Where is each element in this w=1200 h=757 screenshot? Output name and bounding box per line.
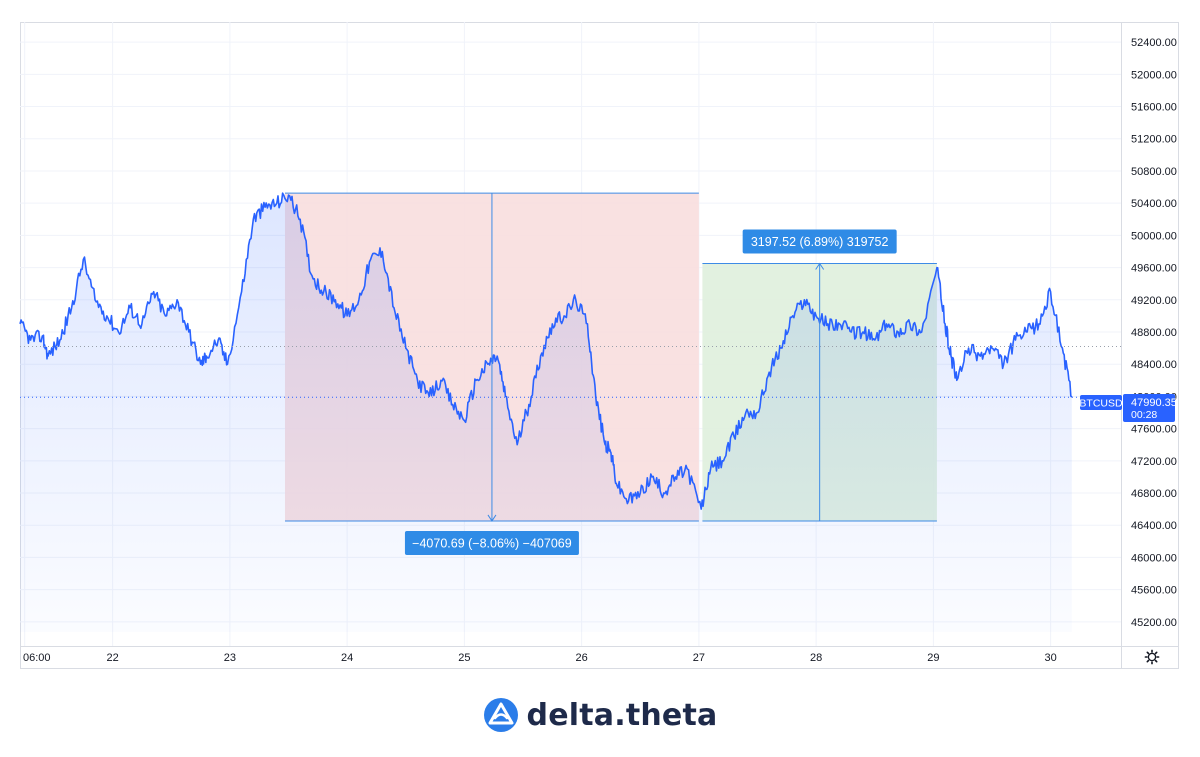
y-tick-label: 50800.00 (1131, 166, 1177, 178)
y-tick-label: 50400.00 (1131, 198, 1177, 210)
measure-arrowhead (815, 262, 825, 270)
y-tick-label: 51600.00 (1131, 102, 1177, 114)
brand-name: delta.theta (526, 697, 718, 733)
series-layer (19, 192, 1121, 632)
gain-measure-badge (742, 229, 897, 254)
x-tick-label: 23 (224, 652, 236, 664)
x-tick-label: 24 (341, 652, 353, 664)
measure-arrowhead (487, 514, 497, 522)
x-tick-label: 25 (458, 652, 470, 664)
y-tick-label: 49200.00 (1131, 295, 1177, 307)
y-tick-label: 49600.00 (1131, 263, 1177, 275)
last-price-value: 47990.35 (1131, 397, 1177, 409)
y-tick-label: 52400.00 (1131, 37, 1177, 49)
x-tick-label: 28 (810, 652, 822, 664)
symbol-label: BTCUSD (1079, 398, 1123, 410)
y-tick-label: 46800.00 (1131, 488, 1177, 500)
last-price-badge (1123, 394, 1175, 422)
x-tick-label: 06:00 (23, 652, 51, 664)
y-tick-label: 51200.00 (1131, 134, 1177, 146)
y-tick-label: 46000.00 (1131, 552, 1177, 564)
series-area (20, 193, 1072, 632)
y-tick-label: 45200.00 (1131, 617, 1177, 629)
y-tick-label: 45600.00 (1131, 585, 1177, 597)
x-tick-label: 29 (927, 652, 939, 664)
y-tick-label: 47600.00 (1131, 424, 1177, 436)
x-tick-label: 22 (107, 652, 119, 664)
x-tick-label: 27 (693, 652, 705, 664)
y-tick-label: 48800.00 (1131, 327, 1177, 339)
y-tick-label: 50000.00 (1131, 230, 1177, 242)
y-tick-label: 48400.00 (1131, 359, 1177, 371)
loss-measure-label: −4070.69 (−8.06%) −407069 (412, 536, 572, 550)
loss-measure-badge (404, 530, 579, 555)
last-price-marker: BTCUSD 47990.35 00:28 (1079, 394, 1177, 422)
x-tick-label: 30 (1045, 652, 1057, 664)
price-chart[interactable]: −4070.69 (−8.06%) −407069 3197.52 (6.89%)… (0, 0, 1200, 680)
bar-countdown: 00:28 (1131, 409, 1157, 421)
brand-footer: delta.theta (0, 690, 1200, 740)
series-line (19, 192, 1073, 510)
gain-measure-label: 3197.52 (6.89%) 319752 (751, 235, 889, 249)
gear-icon[interactable] (1144, 649, 1160, 665)
x-tick-label: 26 (576, 652, 588, 664)
chart-svg: −4070.69 (−8.06%) −407069 3197.52 (6.89%)… (19, 22, 1179, 669)
measurement-annotations: −4070.69 (−8.06%) −407069 3197.52 (6.89%)… (284, 192, 937, 555)
y-tick-label: 52000.00 (1131, 69, 1177, 81)
y-tick-label: 47200.00 (1131, 456, 1177, 468)
y-tick-label: 46400.00 (1131, 520, 1177, 532)
time-axis[interactable]: 06:00 22 23 24 25 26 27 28 29 30 (23, 652, 1057, 664)
delta-theta-logo-icon (483, 698, 518, 732)
symbol-badge (1080, 395, 1122, 410)
